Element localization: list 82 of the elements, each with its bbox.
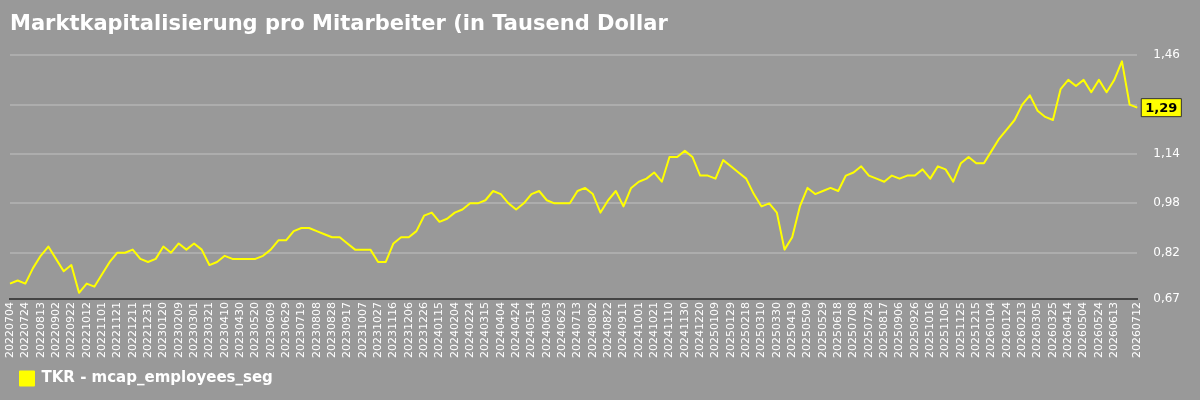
x-tick-label: 20251105: [938, 302, 952, 359]
x-tick-label: 20250419: [785, 302, 799, 359]
x-tick-label: 20230209: [171, 302, 185, 359]
x-tick-label: 20221101: [94, 302, 108, 359]
x-tick-label: 20260504: [1076, 302, 1090, 359]
x-tick-label: 20230917: [340, 302, 354, 359]
x-tick-label: 20260414: [1061, 302, 1075, 359]
x-tick-label: 20260104: [984, 302, 998, 359]
x-tick-label: 20260524: [1091, 302, 1105, 359]
x-tick-label: 20251125: [953, 302, 967, 359]
x-tick-label: 20240603: [539, 302, 553, 359]
x-tick-label: 20230430: [232, 302, 246, 359]
x-tick-label: 20260124: [999, 302, 1013, 359]
chart-title: Marktkapitalisierung pro Mitarbeiter (in Tausend Dollar: [10, 11, 669, 36]
x-tick-label: 20241130: [677, 302, 691, 359]
x-tick-label: 20250529: [815, 302, 829, 359]
x-tick-label: 20231007: [355, 302, 369, 359]
x-tick-label: 20220902: [48, 302, 62, 359]
x-tick-label: 20260305: [1030, 302, 1044, 359]
x-tick-label: 20220922: [64, 302, 78, 359]
y-tick-label: 1,14: [1153, 146, 1180, 161]
x-tick-label: 20241001: [631, 302, 645, 359]
x-tick-label: 20241220: [693, 302, 707, 359]
x-tick-label: 20230719: [294, 302, 308, 359]
x-tick-label: 20230808: [309, 302, 323, 359]
x-tick-label: 20230520: [248, 302, 262, 359]
x-tick-label: 20220724: [18, 302, 32, 359]
x-tick-label: 20250708: [846, 302, 860, 359]
x-tick-label: 20250509: [800, 302, 814, 359]
x-tick-label: 20260213: [1015, 302, 1029, 359]
x-tick-label: 20250618: [831, 302, 845, 359]
y-tick-label: 0,82: [1153, 244, 1180, 259]
x-tick-label: 20231206: [401, 302, 415, 359]
x-tick-label: 20250926: [907, 302, 921, 359]
x-tick-label: 20230629: [278, 302, 292, 359]
x-tick-label: 20250330: [769, 302, 783, 359]
x-tick-label: 20230120: [156, 302, 170, 359]
x-tick-label: 20240822: [601, 302, 615, 359]
x-tick-label: 20240115: [432, 302, 446, 359]
x-tick-label: 20240424: [508, 302, 522, 359]
x-tick-label: 20221231: [140, 302, 154, 359]
x-tick-label: 20250310: [754, 302, 768, 359]
x-tick-label: 20230301: [186, 302, 200, 359]
x-tick-label: 20220704: [2, 302, 16, 359]
x-tick-label: 20231226: [416, 302, 430, 359]
x-tick-label: 20260712: [1130, 302, 1144, 359]
x-tick-label: 20231027: [370, 302, 384, 359]
x-tick-label: 20231116: [386, 302, 400, 359]
x-tick-label: 20250817: [877, 302, 891, 359]
x-tick-label: 20240713: [570, 302, 584, 359]
x-tick-label: 20250218: [739, 302, 753, 359]
x-tick-label: 20240514: [524, 302, 538, 359]
x-tick-label: 20241021: [647, 302, 661, 359]
x-tick-label: 20240204: [447, 302, 461, 359]
x-tick-label: 20230321: [202, 302, 216, 359]
y-tick-label: 0,98: [1153, 195, 1180, 210]
x-tick-label: 20240911: [616, 302, 630, 359]
x-tick-label: 20241110: [662, 302, 676, 359]
x-tick-label: 20251215: [969, 302, 983, 359]
x-tick-label: 20250129: [723, 302, 737, 359]
x-tick-label: 20251016: [923, 302, 937, 359]
y-tick-label: 0,67: [1153, 291, 1180, 306]
legend-label: TKR - mcap_employees_seg: [41, 368, 273, 387]
y-tick-label: 1,46: [1153, 47, 1180, 62]
x-tick-label: 20240802: [585, 302, 599, 359]
x-tick-label: 20221211: [125, 302, 139, 359]
annotation: 1,29: [1145, 100, 1178, 116]
x-tick-label: 20240623: [555, 302, 568, 359]
x-tick-label: 20250109: [708, 302, 722, 359]
x-tick-label: 20260613: [1107, 302, 1121, 359]
x-tick-label: 20240315: [478, 302, 492, 359]
x-tick-label: 20221012: [79, 302, 93, 359]
x-tick-label: 20240224: [462, 302, 476, 359]
x-tick-label: 20240404: [493, 302, 507, 359]
x-tick-label: 20230410: [217, 302, 231, 359]
x-tick-label: 20250906: [892, 302, 906, 359]
x-tick-label: 20230828: [324, 302, 338, 359]
x-tick-label: 20221121: [110, 302, 124, 359]
x-tick-label: 20220813: [33, 302, 47, 359]
x-tick-label: 20250728: [861, 302, 875, 359]
x-tick-label: 20230609: [263, 302, 277, 359]
x-tick-label: 20260325: [1045, 302, 1059, 359]
